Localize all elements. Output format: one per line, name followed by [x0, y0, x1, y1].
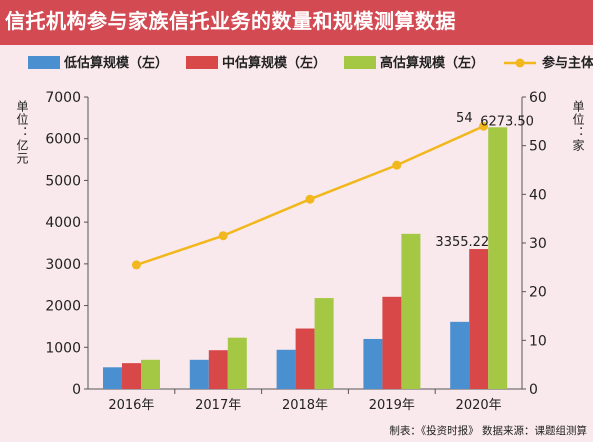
legend-swatch-2 — [186, 56, 218, 69]
source-note: 制表：《投资时报》 数据来源：课题组测算 — [389, 425, 587, 437]
line-point-3 — [305, 194, 315, 204]
left-tick-label: 5000 — [45, 173, 81, 189]
left-tick-label: 7000 — [45, 90, 81, 106]
left-tick-label: 0 — [72, 382, 81, 398]
left-tick-label: 3000 — [45, 257, 81, 273]
right-tick-label: 0 — [529, 382, 538, 398]
bar-1-1 — [103, 367, 122, 389]
line-point-4 — [392, 160, 402, 170]
legend-swatch-1 — [28, 56, 60, 69]
right-tick-label: 50 — [529, 139, 547, 155]
bar-2-1 — [122, 363, 141, 389]
bar-1-3 — [276, 349, 296, 389]
line-point-1 — [131, 260, 141, 270]
legend-marker-4 — [515, 58, 525, 68]
legend-label-1: 低估算规模（左） — [63, 55, 168, 71]
left-tick-label: 4000 — [45, 215, 81, 231]
bar-1-2 — [189, 359, 209, 389]
bar-3-2 — [227, 337, 247, 389]
chart-title: 信托机构参与家族信托业务的数量和规模测算数据 — [5, 9, 456, 33]
bar-3-1 — [141, 359, 160, 389]
bar-2-4 — [382, 296, 402, 389]
x-tick-label: 2017年 — [195, 398, 241, 413]
legend-label-4: 参与主体（右） — [542, 55, 593, 71]
line-point-2 — [218, 231, 228, 241]
x-tick-label: 2018年 — [282, 398, 328, 413]
data-label-2: 6273.50 — [480, 114, 534, 129]
left-axis-unit-label: 单位：亿元 — [15, 100, 29, 165]
bar-1-5 — [450, 321, 470, 389]
right-tick-label: 60 — [529, 90, 547, 106]
bar-3-4 — [401, 233, 421, 389]
right-tick-label: 30 — [529, 236, 547, 252]
bar-2-2 — [208, 350, 228, 389]
legend-swatch-3 — [344, 56, 376, 69]
title-bar: 信托机构参与家族信托业务的数量和规模测算数据 — [0, 0, 593, 45]
x-tick-label: 2020年 — [456, 398, 502, 413]
x-tick-label: 2019年 — [369, 398, 415, 413]
bar-1-4 — [363, 338, 383, 389]
x-tick-label: 2016年 — [108, 398, 154, 413]
legend-label-3: 高估算规模（左） — [380, 55, 484, 71]
data-label-3: 54 — [456, 111, 473, 126]
bar-2-5 — [469, 249, 489, 389]
bar-3-3 — [314, 298, 334, 389]
legend-label-2: 中估算规模（左） — [222, 55, 326, 71]
right-tick-label: 40 — [529, 187, 547, 203]
right-tick-label: 10 — [529, 333, 547, 349]
bar-2-3 — [295, 328, 315, 389]
line-point-5 — [479, 121, 489, 131]
left-tick-label: 1000 — [45, 340, 81, 356]
right-axis-unit-label: 单位：家 — [571, 100, 585, 152]
bar-3-5 — [488, 127, 508, 390]
data-label-1: 3355.22 — [435, 235, 489, 250]
left-tick-label: 6000 — [45, 132, 81, 148]
left-tick-label: 2000 — [45, 299, 81, 315]
right-tick-label: 20 — [529, 285, 547, 301]
